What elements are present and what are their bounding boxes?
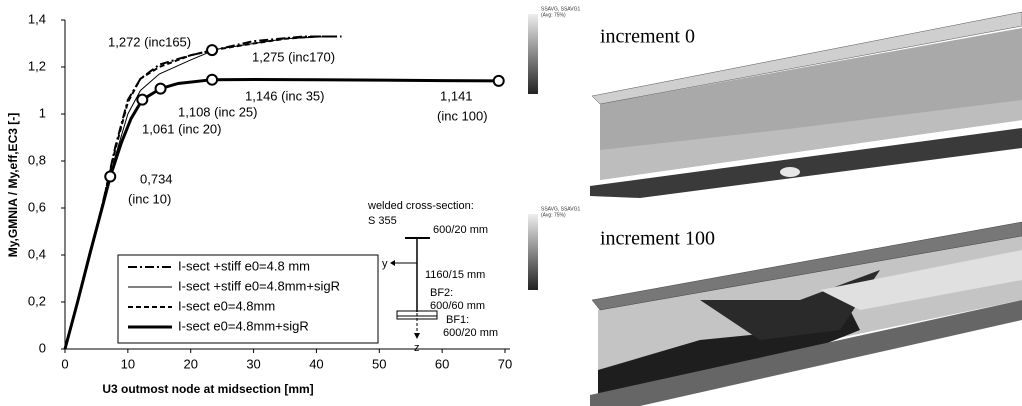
x-tick-label: 30 [246, 356, 260, 371]
marker [154, 82, 167, 95]
legend-sub: (Avg: 75%) [541, 212, 566, 218]
marker [206, 44, 219, 57]
contour-bar [528, 214, 538, 290]
x-tick-label: 70 [498, 356, 512, 371]
y-tick-label: 0,6 [28, 199, 46, 214]
legend-label: I-sect e0=4.8mm+sigR [178, 318, 309, 333]
render-label: increment 100 [600, 228, 715, 250]
render-label: increment 0 [600, 26, 695, 48]
x-axis-label: U3 outmost node at midsection [mm] [102, 382, 313, 396]
x-tick-label: 50 [372, 356, 386, 371]
legend-sub: (Avg: 75%) [541, 12, 566, 18]
y-tick-label: 1 [39, 105, 46, 120]
annotation: (inc 10) [128, 191, 171, 206]
marker [104, 170, 117, 183]
series-line [63, 77, 499, 350]
annotation: 1,272 (inc165) [108, 34, 191, 49]
xs-label: 600/20 mm [443, 327, 498, 339]
render-bottom: increment 100 SSAVG, SSAVG1 (Avg: 75%) [528, 206, 1022, 406]
annotation: (inc 100) [437, 108, 488, 123]
annotation: 0,734 [140, 171, 173, 186]
legend-label: I-sect +stiff e0=4.8 mm [178, 258, 310, 273]
x-tick-label: 40 [309, 356, 323, 371]
x-tick-label: 10 [121, 356, 135, 371]
annotation: 1,061 (inc 20) [142, 121, 222, 136]
y-tick-label: 1,2 [28, 58, 46, 73]
y-tick-label: 0,4 [28, 246, 46, 261]
marker [136, 93, 149, 106]
y-tick-label: 0 [39, 340, 46, 355]
y-tick-label: 0,2 [28, 293, 46, 308]
annotation: 1,108 (inc 25) [178, 104, 258, 119]
legend-label: I-sect +stiff e0=4.8mm+sigR [178, 278, 340, 293]
marker [206, 73, 219, 86]
x-tick-label: 60 [435, 356, 449, 371]
xs-label: BF2: [430, 287, 453, 299]
xs-label: y [382, 258, 388, 270]
xs-label: 1160/15 mm [425, 269, 485, 281]
xs-steel: S 355 [368, 215, 397, 227]
annotation: 1,146 (inc 35) [245, 88, 325, 103]
xs-label: 600/60 mm [430, 300, 485, 312]
xs-label: BF1: [446, 314, 469, 326]
legend-title: SSAVG, SSAVG1 [541, 6, 580, 12]
render-top: increment 0 SSAVG, SSAVG1 (Avg: 75%) [528, 6, 1022, 198]
x-tick-label: 0 [61, 356, 68, 371]
y-tick-label: 1,4 [28, 11, 46, 26]
annotation: 1,275 (inc170) [252, 49, 335, 64]
annotation: 1,141 [440, 88, 473, 103]
x-tick-label: 20 [183, 356, 197, 371]
series-line [64, 35, 342, 350]
marker [492, 74, 505, 87]
xs-label: z [414, 342, 420, 354]
legend-label: I-sect e0=4.8mm [178, 298, 275, 313]
xs-label: 600/20 mm [433, 224, 488, 236]
contour-bar [528, 14, 538, 94]
cross-section: welded cross-section: S 355 600/20 mm 11… [367, 200, 498, 354]
y-axis-label: My,GMNIA / My,eff,EC3 [-] [6, 113, 20, 257]
y-tick-label: 0,8 [28, 152, 46, 167]
legend-title: SSAVG, SSAVG1 [541, 206, 580, 212]
xs-title: welded cross-section: [367, 200, 474, 212]
